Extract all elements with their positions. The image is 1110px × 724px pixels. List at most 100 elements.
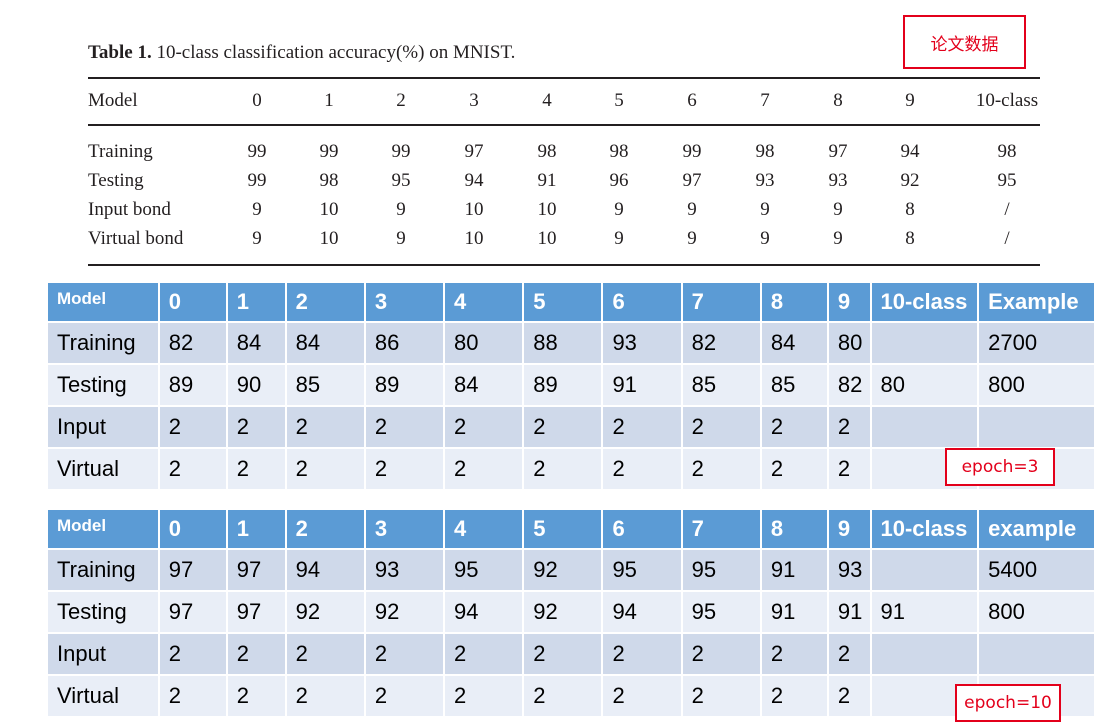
table-cell: 84 — [761, 323, 829, 365]
table-row: Testing 89 90 85 89 84 89 91 85 85 82 80 800 — [48, 365, 1096, 407]
column-header: 3 — [365, 510, 446, 550]
column-header: example — [979, 510, 1096, 550]
table-cell: 97 — [159, 592, 228, 634]
table-cell: 2 — [396, 90, 406, 111]
table-cell: 2 — [286, 676, 366, 718]
row-label: Virtual — [48, 449, 160, 491]
paper-data-note: 论文数据 — [903, 15, 1026, 69]
row-label: Training — [88, 141, 153, 162]
table-cell: 2 — [227, 634, 287, 676]
table-cell: 2 — [227, 407, 287, 449]
paper-table-caption: Table 1. 10-class classification accurac… — [88, 42, 515, 64]
column-header: 6 — [603, 510, 683, 550]
column-header: 4 — [445, 283, 525, 323]
row-label: Model — [88, 90, 138, 111]
table-cell: 91 — [761, 550, 829, 592]
top-rule — [88, 77, 1040, 79]
column-header: 10-class — [871, 510, 980, 550]
table-cell: 89 — [524, 365, 604, 407]
table-cell: 9 — [760, 199, 770, 220]
column-header: 5 — [524, 283, 604, 323]
column-header: Example — [979, 283, 1096, 323]
table-cell: 2700 — [979, 323, 1096, 365]
table-cell: 2 — [159, 449, 228, 491]
table-cell: 97 — [682, 170, 702, 191]
table-cell: 91 — [828, 592, 872, 634]
table-cell: 95 — [445, 550, 525, 592]
row-label: Testing — [48, 365, 160, 407]
table-cell: 99 — [391, 141, 411, 162]
table-cell: 2 — [365, 676, 446, 718]
table-cell: 9 — [396, 199, 406, 220]
table-cell: 800 — [979, 592, 1096, 634]
table-cell: 92 — [524, 592, 604, 634]
table-cell — [871, 323, 980, 365]
table-cell: 2 — [603, 449, 683, 491]
table-cell: 2 — [227, 449, 287, 491]
table-header-row: Model 0 1 2 3 4 5 6 7 8 9 10-class example — [48, 510, 1096, 550]
table-cell: 2 — [761, 407, 829, 449]
table-cell: 10 — [464, 199, 484, 220]
table-row: Virtual 2 2 2 2 2 2 2 2 2 2 — [48, 676, 1096, 718]
table-cell: 9 — [614, 228, 624, 249]
column-header: 1 — [227, 283, 287, 323]
column-header: 9 — [828, 510, 872, 550]
table-cell: 90 — [227, 365, 287, 407]
table-cell: / — [1004, 199, 1010, 220]
table-cell: 10 — [464, 228, 484, 249]
table-cell: 80 — [871, 365, 980, 407]
table-cell: 9 — [833, 228, 843, 249]
table-cell: 2 — [524, 634, 604, 676]
table-cell: 2 — [761, 449, 829, 491]
table-cell: 1 — [324, 90, 334, 111]
table-cell: 82 — [159, 323, 228, 365]
table-cell: 2 — [365, 407, 446, 449]
table-cell: 91 — [871, 592, 980, 634]
table-cell: 98 — [997, 141, 1017, 162]
row-label: Input — [48, 407, 160, 449]
table-cell: 2 — [828, 449, 872, 491]
table-cell: 2 — [227, 676, 287, 718]
table-cell: 2 — [828, 634, 872, 676]
column-header: 2 — [286, 510, 366, 550]
column-header: 4 — [445, 510, 525, 550]
column-header: 7 — [682, 510, 762, 550]
table-cell: 9 — [614, 199, 624, 220]
epoch10-note-text: epoch=10 — [964, 693, 1052, 713]
table-cell: 2 — [445, 676, 525, 718]
table-cell: / — [1004, 228, 1010, 249]
table-cell: 2 — [445, 634, 525, 676]
table-cell: 9 — [252, 228, 262, 249]
table-cell: 91 — [537, 170, 557, 191]
table-row: Input 2 2 2 2 2 2 2 2 2 2 — [48, 407, 1096, 449]
epoch10-note: epoch=10 — [955, 684, 1061, 722]
header-model: Model — [48, 510, 160, 550]
paper-table-row: Training 99 99 99 97 98 98 99 98 97 94 98 — [88, 141, 1040, 167]
table-cell: 7 — [760, 90, 770, 111]
row-label: Input — [48, 634, 160, 676]
table-cell: 95 — [391, 170, 411, 191]
column-header: 6 — [603, 283, 683, 323]
table-cell: 94 — [464, 170, 484, 191]
table-cell: 94 — [445, 592, 525, 634]
epoch3-note: epoch=3 — [945, 448, 1055, 486]
table-cell: 95 — [603, 550, 683, 592]
row-label: Virtual bond — [88, 228, 184, 249]
table-cell — [871, 634, 980, 676]
table-row: Testing 97 97 92 92 94 92 94 95 91 91 91 800 — [48, 592, 1096, 634]
table-cell: 10 — [537, 228, 557, 249]
table-cell: 2 — [159, 634, 228, 676]
column-header: 1 — [227, 510, 287, 550]
table-cell: 2 — [828, 676, 872, 718]
table-cell: 95 — [682, 550, 762, 592]
table-cell: 4 — [542, 90, 552, 111]
table-cell: 99 — [247, 170, 267, 191]
table-cell: 97 — [227, 592, 287, 634]
table-cell: 93 — [828, 170, 848, 191]
row-label: Input bond — [88, 199, 171, 220]
table-cell: 85 — [286, 365, 366, 407]
paper-table-row: Testing 99 98 95 94 91 96 97 93 93 92 95 — [88, 170, 1040, 196]
paper-table-row: Input bond 9 10 9 10 10 9 9 9 9 8 / — [88, 199, 1040, 225]
results-table-epoch3: Model 0 1 2 3 4 5 6 7 8 9 10-class Example Training 82… — [48, 283, 1096, 491]
row-label: Training — [48, 323, 160, 365]
